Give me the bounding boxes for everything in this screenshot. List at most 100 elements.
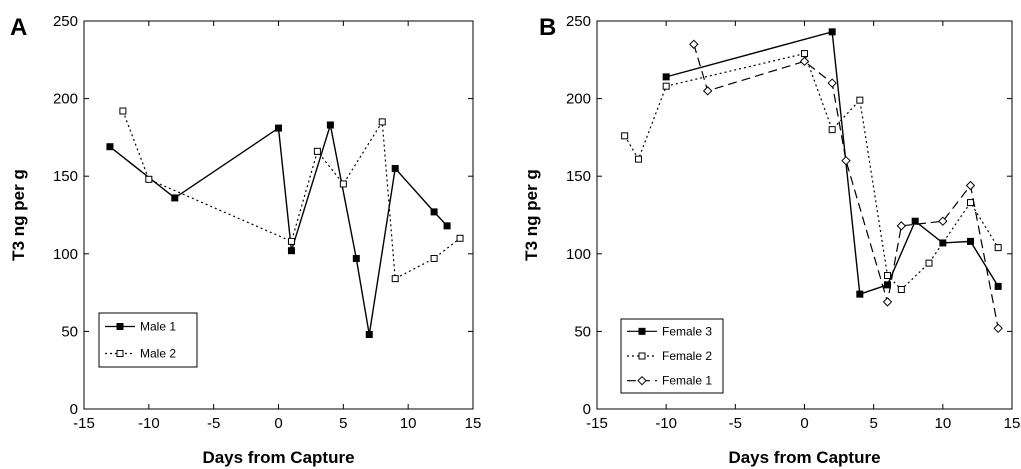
legend-label: Female 2 bbox=[662, 349, 712, 363]
legend-item: Male 2 bbox=[105, 347, 176, 361]
legend-item: Male 1 bbox=[105, 320, 176, 334]
legend-marker bbox=[638, 352, 646, 360]
legend-label: Male 1 bbox=[140, 320, 176, 334]
data-point bbox=[662, 73, 670, 81]
x-tick-label: 15 bbox=[1004, 415, 1021, 432]
data-point bbox=[925, 259, 933, 267]
data-point bbox=[993, 323, 1003, 334]
data-point bbox=[106, 143, 114, 151]
series-line bbox=[109, 124, 448, 335]
y-tick-label: 0 bbox=[583, 401, 591, 418]
legend-label: Female 1 bbox=[662, 374, 712, 388]
data-point bbox=[430, 208, 438, 216]
data-point bbox=[856, 290, 864, 298]
data-point bbox=[801, 50, 808, 58]
data-point bbox=[884, 272, 891, 280]
data-point bbox=[911, 217, 919, 225]
data-point bbox=[287, 237, 295, 245]
series-line bbox=[624, 52, 999, 291]
data-point bbox=[896, 221, 907, 231]
x-tick-label: -10 bbox=[138, 415, 160, 432]
y-tick-label: 100 bbox=[566, 246, 591, 263]
data-point bbox=[275, 124, 282, 132]
data-point bbox=[621, 132, 629, 140]
y-tick-label: 150 bbox=[566, 168, 591, 185]
data-point bbox=[443, 222, 451, 230]
data-point bbox=[967, 199, 974, 207]
data-point bbox=[897, 285, 905, 293]
x-tick-label: -5 bbox=[207, 415, 220, 432]
data-point bbox=[938, 216, 948, 226]
data-point bbox=[662, 82, 670, 90]
y-tick-label: 0 bbox=[70, 401, 78, 418]
data-point bbox=[939, 239, 947, 247]
legend: Male 1 Male 2 bbox=[98, 312, 198, 368]
data-point bbox=[145, 175, 153, 183]
x-tick-label: -10 bbox=[655, 415, 677, 432]
data-point bbox=[967, 237, 974, 245]
data-point bbox=[378, 118, 386, 126]
data-point bbox=[994, 282, 1002, 290]
y-tick-label: 200 bbox=[53, 91, 78, 108]
x-tick-label: 5 bbox=[869, 415, 877, 432]
y-axis-title: T3 ng per g bbox=[522, 169, 541, 261]
data-point bbox=[391, 164, 399, 172]
data-point bbox=[456, 234, 464, 242]
legend-item: Female 3 bbox=[627, 324, 712, 338]
data-point bbox=[119, 107, 127, 115]
series-female-3 bbox=[662, 28, 1002, 298]
x-tick-label: -15 bbox=[586, 415, 608, 432]
legend-marker bbox=[116, 323, 124, 330]
x-tick-label: -5 bbox=[729, 415, 742, 432]
data-point bbox=[391, 275, 399, 283]
legend-marker bbox=[638, 327, 646, 335]
data-point bbox=[313, 147, 321, 155]
y-tick-label: 200 bbox=[566, 91, 591, 108]
data-point bbox=[828, 126, 836, 134]
legend-marker bbox=[116, 350, 124, 357]
x-axis-title: Days from Capture bbox=[202, 448, 354, 467]
y-axis-title: T3 ng per g bbox=[9, 169, 28, 261]
y-tick-label: 50 bbox=[61, 323, 78, 340]
y-tick-label: 50 bbox=[574, 323, 591, 340]
legend-label: Male 2 bbox=[140, 347, 176, 361]
legend: Female 3 Female 2 Female 1 bbox=[620, 318, 724, 394]
series-female-2 bbox=[621, 50, 1002, 293]
y-tick-label: 100 bbox=[53, 246, 78, 263]
legend-marker bbox=[637, 375, 647, 386]
data-point bbox=[635, 155, 642, 163]
series-male-1 bbox=[106, 121, 451, 339]
panel-letter: A bbox=[10, 14, 27, 41]
data-point bbox=[430, 254, 438, 262]
x-tick-label: 0 bbox=[800, 415, 808, 432]
data-point bbox=[171, 194, 179, 202]
x-tick-label: 0 bbox=[274, 415, 282, 432]
series-line bbox=[693, 44, 999, 329]
x-tick-label: 15 bbox=[465, 415, 482, 432]
x-tick-label: 10 bbox=[400, 415, 417, 432]
data-point bbox=[994, 244, 1002, 252]
legend-label: Female 3 bbox=[662, 324, 712, 338]
data-point bbox=[799, 56, 810, 67]
data-point bbox=[689, 39, 699, 49]
series-male-2 bbox=[119, 107, 464, 283]
y-tick-label: 250 bbox=[566, 13, 591, 30]
series-female-1 bbox=[689, 39, 1003, 334]
data-point bbox=[365, 331, 373, 339]
data-point bbox=[339, 180, 347, 188]
data-point bbox=[841, 155, 851, 166]
data-point bbox=[882, 297, 893, 307]
data-point bbox=[702, 86, 713, 96]
data-point bbox=[828, 28, 836, 36]
legend-item: Female 1 bbox=[627, 374, 712, 388]
data-point bbox=[352, 254, 360, 262]
panel-letter: B bbox=[539, 14, 556, 41]
data-point bbox=[326, 121, 334, 129]
data-point bbox=[287, 247, 295, 255]
x-axis-title: Days from Capture bbox=[728, 448, 880, 467]
data-point bbox=[856, 96, 864, 104]
